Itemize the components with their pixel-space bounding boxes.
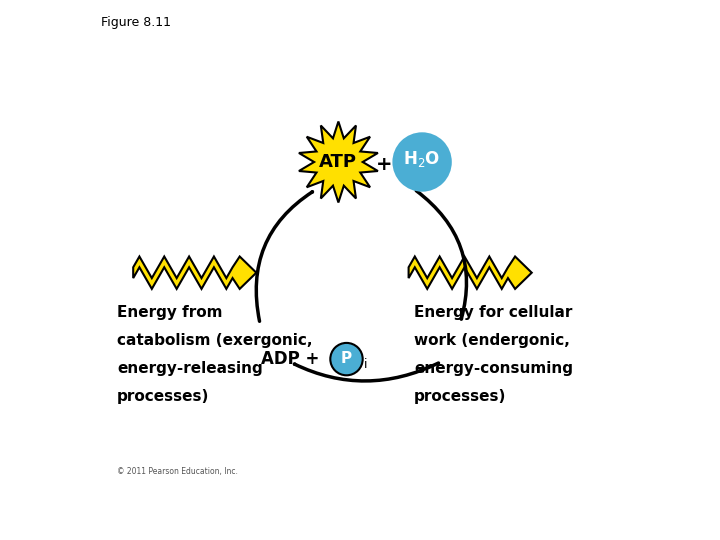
Text: catabolism (exergonic,: catabolism (exergonic, [117,333,312,348]
FancyArrowPatch shape [416,191,467,319]
Circle shape [330,343,363,375]
Text: ATP: ATP [320,153,357,171]
Text: Figure 8.11: Figure 8.11 [101,16,171,29]
Polygon shape [299,122,378,202]
Text: i: i [364,358,367,371]
Text: H$_2$O: H$_2$O [403,149,441,170]
Text: energy-consuming: energy-consuming [414,361,573,376]
Text: Energy for cellular: Energy for cellular [414,305,572,320]
FancyArrowPatch shape [294,363,438,381]
Circle shape [392,132,452,192]
Text: ADP +: ADP + [261,350,325,368]
FancyArrowPatch shape [256,192,312,321]
Text: P: P [341,350,352,366]
Polygon shape [133,256,256,289]
Text: Energy from: Energy from [117,305,222,320]
Text: processes): processes) [414,389,506,404]
Text: energy-releasing: energy-releasing [117,361,263,376]
Text: work (endergonic,: work (endergonic, [414,333,570,348]
Polygon shape [409,256,531,289]
Text: +: + [376,155,392,174]
Text: © 2011 Pearson Education, Inc.: © 2011 Pearson Education, Inc. [117,467,238,476]
Text: processes): processes) [117,389,210,404]
